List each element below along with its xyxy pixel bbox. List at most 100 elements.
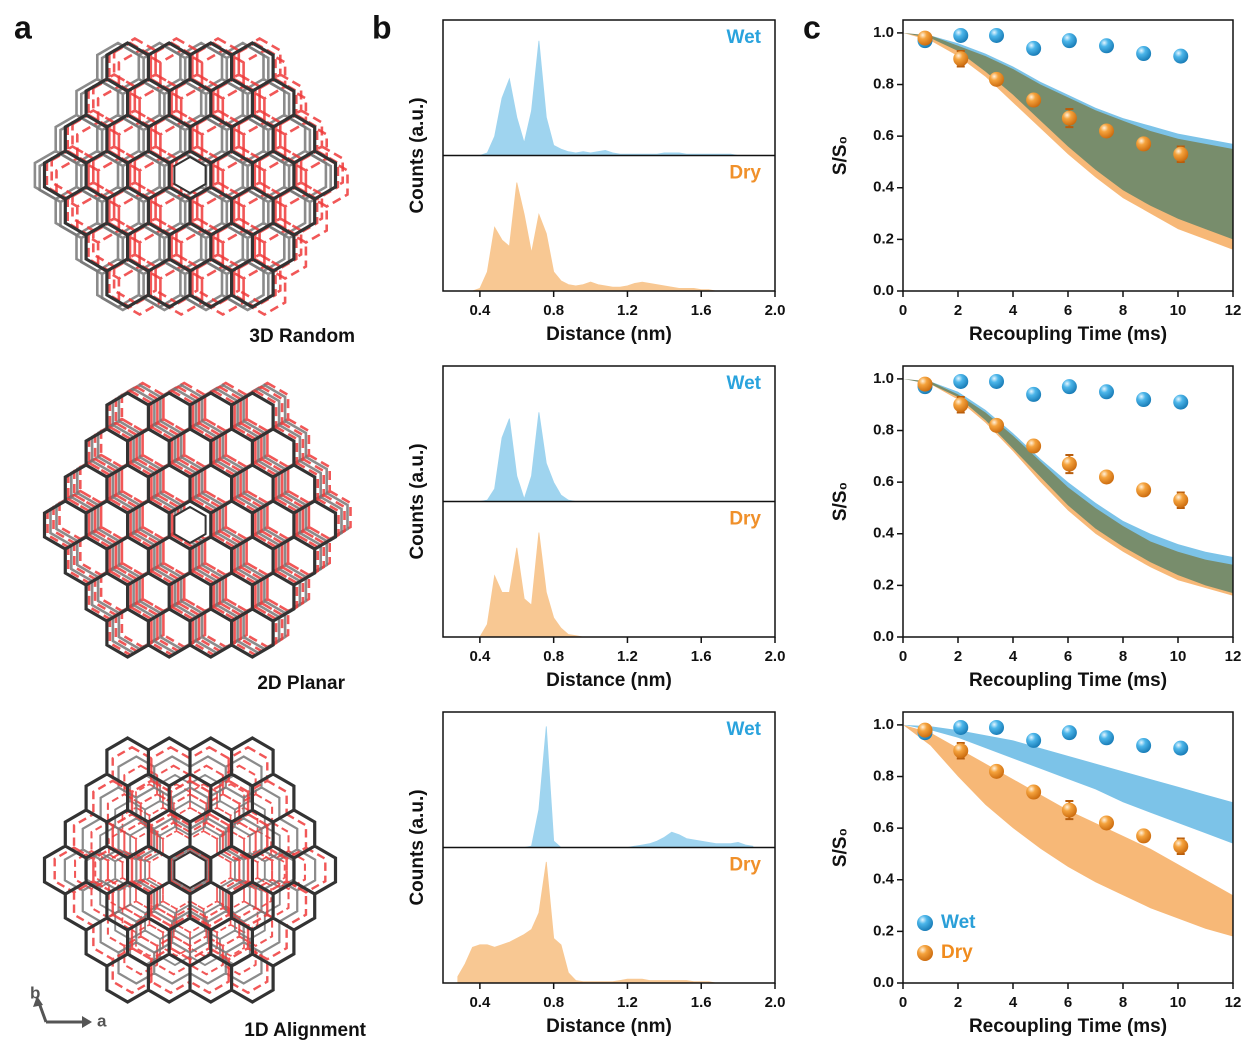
y-tick-label: 0.0 [873,282,894,299]
y-tick-label: 0.8 [873,767,894,784]
data-point [1026,785,1041,800]
x-tick-label: 12 [1225,994,1242,1011]
data-point [953,720,968,735]
data-point [989,418,1004,433]
data-point [989,374,1004,389]
y-tick-label: 0.2 [873,922,894,939]
data-point [1136,828,1151,843]
series-label: Dry [729,509,761,530]
x-tick-label: 1.2 [617,994,638,1011]
x-tick-label: 8 [1119,648,1127,665]
lattice-axis-label: a [97,1011,107,1030]
x-tick-label: 2.0 [765,994,786,1011]
x-tick-label: 0 [899,302,907,319]
y-tick-label: 0.8 [873,421,894,438]
data-point [1099,384,1114,399]
x-tick-label: 0.4 [469,648,491,665]
x-tick-label: 8 [1119,994,1127,1011]
pore [174,157,205,193]
x-axis-title: Recoupling Time (ms) [969,670,1167,691]
data-point [1173,49,1188,64]
model-band [903,379,1233,593]
data-point [953,397,968,412]
data-point [1099,730,1114,745]
x-tick-label: 2 [954,648,962,665]
lattice [45,738,336,1002]
panel-label: c [803,9,821,45]
data-point [1173,741,1188,756]
x-tick-label: 1.6 [691,994,712,1011]
x-tick-label: 6 [1064,994,1072,1011]
data-point [1099,815,1114,830]
series-label: Wet [727,27,762,48]
x-tick-label: 0.8 [543,648,564,665]
structure-label: 1D Alignment [244,1020,366,1041]
x-axis-title: Recoupling Time (ms) [969,1016,1167,1037]
x-tick-label: 4 [1009,648,1018,665]
x-tick-label: 6 [1064,648,1072,665]
x-axis-title: Distance (nm) [546,1016,672,1037]
x-tick-label: 2.0 [765,302,786,319]
x-tick-label: 10 [1170,994,1187,1011]
y-tick-label: 1.0 [873,716,894,733]
y-tick-label: 0.0 [873,974,894,991]
x-axis-title: Recoupling Time (ms) [969,324,1167,345]
data-point [1136,46,1151,61]
legend-label: Dry [941,942,973,963]
x-tick-label: 8 [1119,302,1127,319]
y-tick-label: 0.2 [873,576,894,593]
series-label: Wet [727,719,762,740]
pore [174,507,205,543]
model-band [903,33,1233,240]
data-point [1136,136,1151,151]
x-tick-label: 2.0 [765,648,786,665]
data-point [1173,147,1188,162]
distribution-area [458,862,753,983]
x-tick-label: 1.2 [617,302,638,319]
data-point [989,72,1004,87]
y-tick-label: 1.0 [873,370,894,387]
data-point [1173,395,1188,410]
data-point [989,28,1004,43]
distribution-area [458,412,753,501]
data-point [918,723,933,738]
data-point [1026,387,1041,402]
y-tick-label: 0.2 [873,230,894,247]
data-point [1099,123,1114,138]
data-point [1173,493,1188,508]
data-point [1062,457,1077,472]
panel-label: a [14,9,32,45]
bands [903,725,1233,937]
y-tick-label: 1.0 [873,24,894,41]
y-axis-title: Counts (a.u.) [407,443,428,559]
x-tick-label: 12 [1225,648,1242,665]
figure: a b c 3D Random 2D Planar 1D Alignment b… [0,0,1246,1044]
x-tick-label: 10 [1170,302,1187,319]
data-point [1099,469,1114,484]
structure-label: 2D Planar [257,673,345,694]
y-tick-label: 0.6 [873,819,894,836]
y-tick-label: 0.6 [873,473,894,490]
y-axis-title: Counts (a.u.) [407,789,428,905]
arrow-head [82,1016,92,1028]
data-point [1136,392,1151,407]
data-point [989,764,1004,779]
data-point [953,51,968,66]
data-point [1136,482,1151,497]
x-tick-label: 0.8 [543,994,564,1011]
x-tick-label: 1.2 [617,648,638,665]
data-point [1099,38,1114,53]
distribution-area [458,41,753,156]
x-tick-label: 10 [1170,648,1187,665]
data-point [918,377,933,392]
y-tick-label: 0.0 [873,628,894,645]
series-label: Dry [729,163,761,184]
data-point [1062,33,1077,48]
x-axis-title: Distance (nm) [546,324,672,345]
bands [903,379,1233,596]
data-point [953,374,968,389]
data-point [1062,803,1077,818]
y-tick-label: 0.4 [873,179,895,196]
data-point [1026,93,1041,108]
lattice [45,383,351,657]
